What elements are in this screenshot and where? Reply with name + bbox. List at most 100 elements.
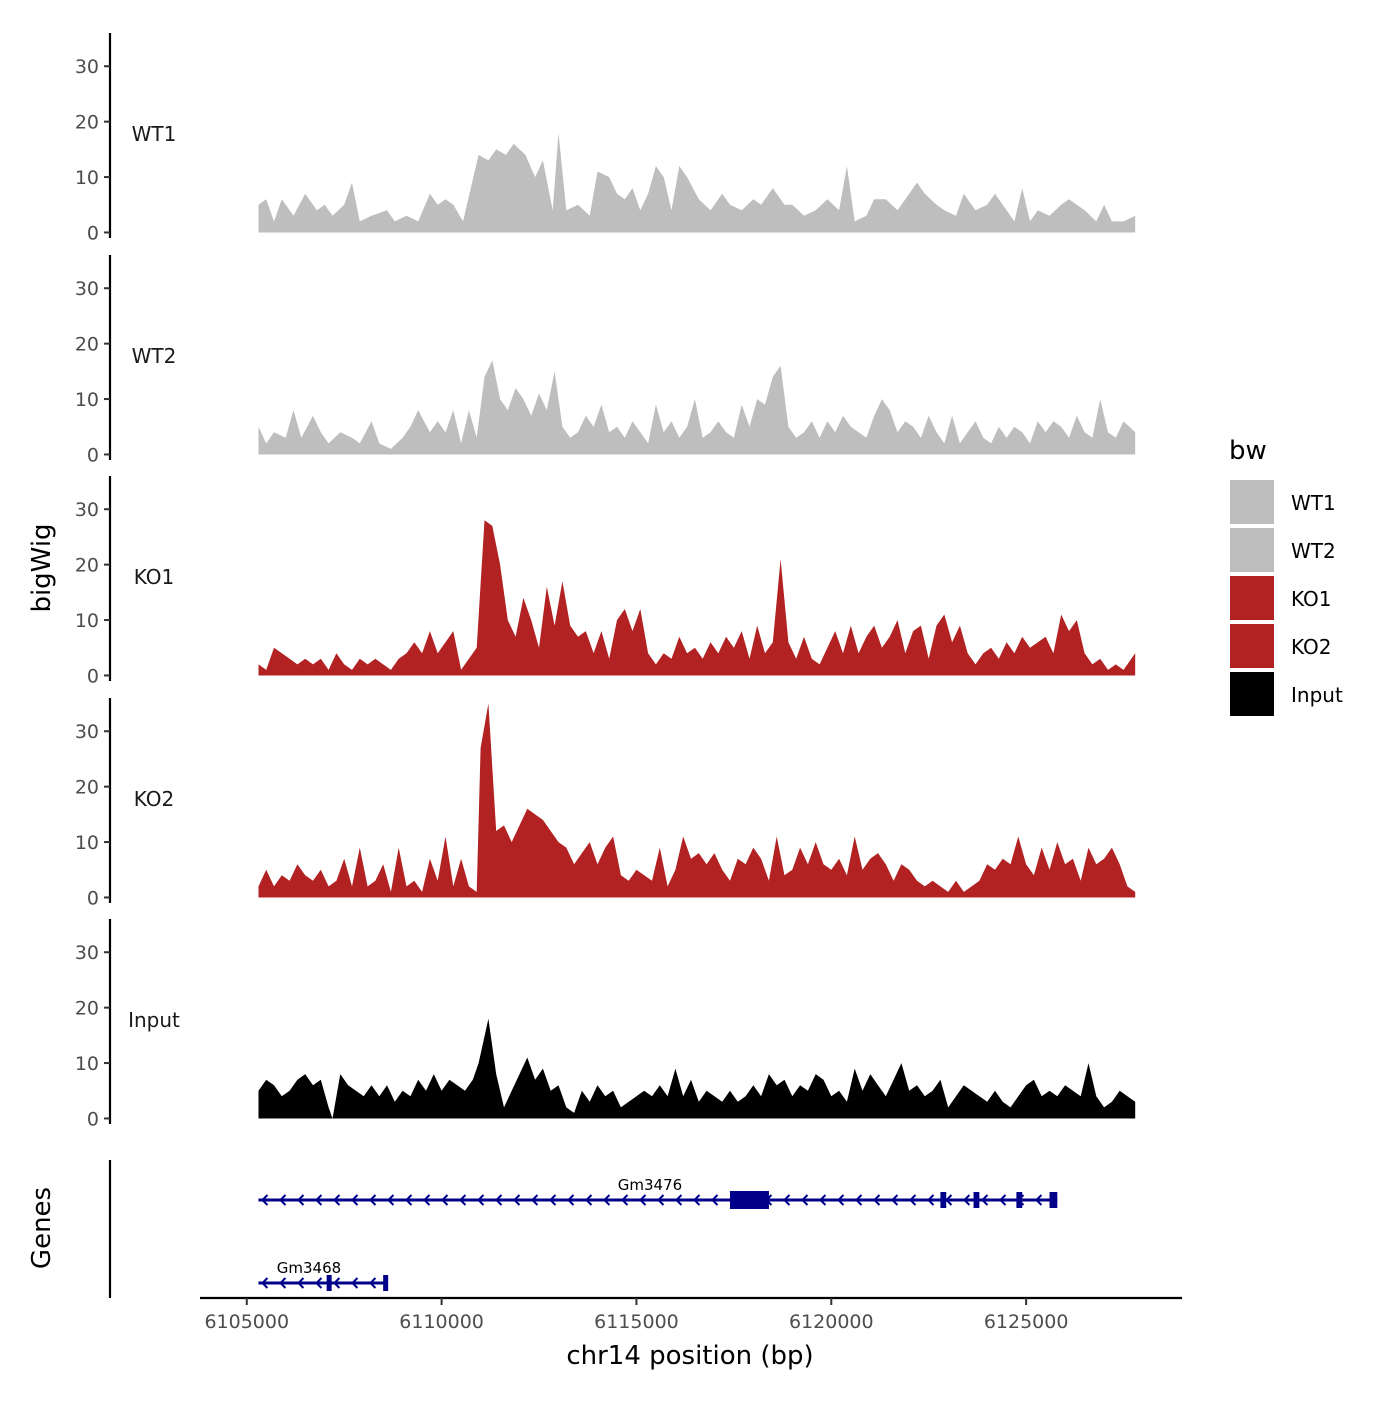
strand-arrow [369,1194,377,1206]
gene-label: Gm3476 [618,1176,682,1194]
legend-label: KO1 [1291,587,1332,611]
gene-exon [973,1192,980,1208]
strand-arrow [261,1277,269,1289]
strand-arrow [963,1194,971,1206]
y-tick-label: 30 [75,499,99,521]
strand-arrow [945,1194,953,1206]
y-tick-label: 30 [75,278,99,300]
y-tick-label: 20 [75,112,99,134]
x-axis: 6105000 6110000 6115000 6120000 6125000 chr1… [200,1296,1182,1371]
strand-arrow [837,1194,845,1206]
y-tick-label: 30 [75,56,99,78]
gene-exon [1016,1192,1023,1208]
coverage-area-ko2 [258,703,1136,898]
y-tick-label: 30 [75,942,99,964]
legend-item-ko1: KO1 [1230,576,1332,620]
genes-panel-title: Genes [27,1187,57,1269]
y-axis-title: bigWig [27,523,57,612]
strand-arrow [855,1194,863,1206]
strand-arrow [675,1194,683,1206]
y-tick-label: 10 [75,1053,99,1075]
gene-exon [383,1275,389,1291]
strand-arrow [567,1194,575,1206]
strand-arrow [549,1194,557,1206]
x-axis-title: chr14 position (bp) [566,1341,813,1371]
gene-track: Gm3476 Gm3468 [108,1160,1058,1298]
coverage-area-wt2 [258,360,1136,455]
legend-swatch [1230,480,1274,524]
track-wt1: 0 10 20 30 WT1 [75,33,1136,244]
legend-item-ko2: KO2 [1230,624,1332,668]
coverage-area-input [258,1018,1136,1119]
strand-arrow [783,1194,791,1206]
track-label-ko1: KO1 [134,565,175,589]
track-label-input: Input [128,1008,180,1032]
strand-arrow [333,1277,341,1289]
y-tick-label: 0 [87,1108,99,1130]
coverage-area-ko1 [258,520,1136,676]
y-tick-label: 30 [75,721,99,743]
track-wt2: 0 10 20 30 WT2 [75,255,1136,466]
legend-item-wt2: WT2 [1230,528,1336,572]
strand-arrow [423,1194,431,1206]
x-tick-label: 6120000 [789,1311,874,1333]
strand-arrow [1035,1194,1043,1206]
legend-swatch [1230,528,1274,572]
strand-arrow [261,1194,269,1206]
track-label-ko2: KO2 [134,787,175,811]
strand-arrow [927,1194,935,1206]
strand-arrow [621,1194,629,1206]
strand-arrow [585,1194,593,1206]
strand-arrow [315,1194,323,1206]
strand-arrow [279,1277,287,1289]
legend-swatch [1230,672,1274,716]
track-ko2: 0 10 20 30 KO2 [75,698,1136,909]
strand-arrow [351,1194,359,1206]
strand-arrow [297,1194,305,1206]
strand-arrow [297,1277,305,1289]
strand-arrow [405,1194,413,1206]
strand-arrow [441,1194,449,1206]
strand-arrow [477,1194,485,1206]
strand-arrow [639,1194,647,1206]
legend: bw WT1 WT2 KO1 KO2 Input [1229,436,1343,716]
coverage-tracks: 0 10 20 30 WT1 0 10 20 30 WT2 0 10 20 30 KO1 0 10 20 30 KO2… [75,33,1136,1130]
strand-arrow [513,1194,521,1206]
y-tick-label: 20 [75,334,99,356]
y-tick-label: 0 [87,665,99,687]
coverage-area-wt1 [258,132,1136,233]
legend-label: WT1 [1291,491,1336,515]
strand-arrow [459,1194,467,1206]
strand-arrow [369,1277,377,1289]
y-tick-label: 20 [75,555,99,577]
strand-arrow [909,1194,917,1206]
track-ko1: 0 10 20 30 KO1 [75,476,1136,687]
gene-gm3468: Gm3468 [258,1259,389,1291]
y-tick-label: 20 [75,777,99,799]
legend-items: WT1 WT2 KO1 KO2 Input [1230,480,1343,716]
legend-title: bw [1229,436,1267,466]
strand-arrow [333,1194,341,1206]
strand-arrow [603,1194,611,1206]
gene-exon [1049,1192,1058,1208]
track-label-wt2: WT2 [132,344,177,368]
y-tick-label: 10 [75,832,99,854]
y-tick-label: 0 [87,887,99,909]
y-tick-label: 0 [87,444,99,466]
legend-label: KO2 [1291,635,1332,659]
gene-label: Gm3468 [277,1259,341,1277]
gene-gm3476: Gm3476 [258,1176,1058,1209]
legend-item-input: Input [1230,672,1343,716]
y-tick-label: 20 [75,998,99,1020]
strand-arrow [711,1194,719,1206]
legend-item-wt1: WT1 [1230,480,1336,524]
x-tick-label: 6115000 [594,1311,679,1333]
x-tick-label: 6105000 [204,1311,289,1333]
x-tick-label: 6110000 [399,1311,484,1333]
legend-swatch [1230,576,1274,620]
strand-arrow [279,1194,287,1206]
track-label-wt1: WT1 [132,122,177,146]
gene-exon [326,1275,332,1291]
